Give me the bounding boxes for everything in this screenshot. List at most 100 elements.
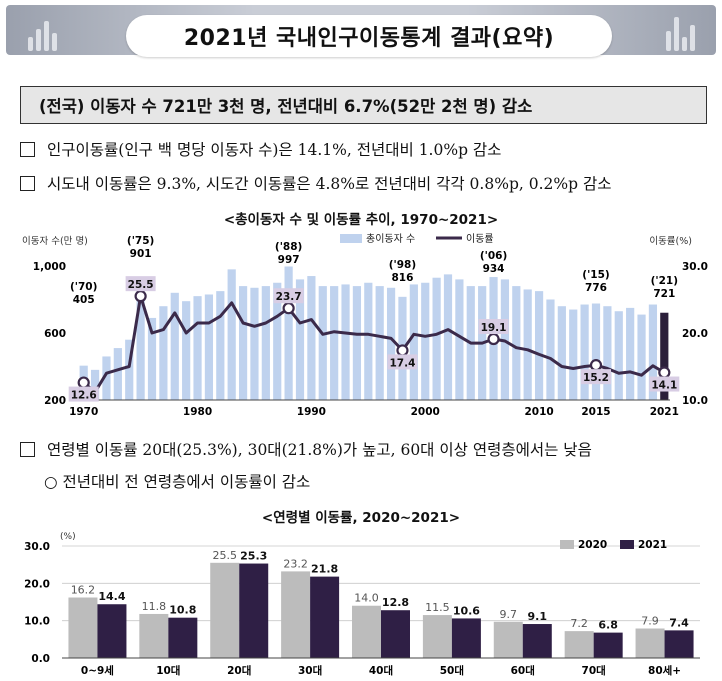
legend-swatch: [560, 540, 574, 549]
movers-bar: [170, 292, 179, 400]
x-tick-label: 1980: [183, 406, 212, 418]
movers-bar: [238, 286, 248, 400]
age-bar-value: 11.8: [142, 600, 167, 613]
legend-bar-swatch: [340, 234, 362, 243]
age-bar-value: 10.6: [453, 604, 480, 617]
x-tick-label: 1990: [297, 406, 326, 418]
movers-bar: [569, 309, 578, 400]
y-left-axis-label: 이동자 수(만 명): [22, 236, 88, 247]
rate-value-label: 23.7: [276, 291, 302, 303]
age-bar-value: 7.2: [570, 617, 588, 630]
rate-label-bg: [68, 386, 99, 402]
movers-bar: [341, 284, 350, 400]
y-left-tick-label: 200: [44, 395, 66, 407]
movers-bar: [295, 279, 305, 400]
age-bar-value: 10.8: [169, 604, 196, 617]
age-bar: [310, 576, 340, 658]
y-right-tick-label: 30.0: [682, 261, 708, 273]
rate-marker: [487, 332, 500, 346]
rate-marker: [282, 302, 295, 315]
bullet-age-rate: 연령별 이동률 20대(25.3%), 30대(21.8%)가 높고, 60대 …: [20, 438, 592, 460]
annotation-year-label: ('15): [582, 269, 609, 281]
age-bar: [522, 624, 552, 658]
x-tick-label: 2000: [411, 406, 440, 418]
rate-line: [82, 294, 666, 394]
movers-bar: [227, 269, 236, 400]
annotation-movers-label: 405: [73, 294, 95, 306]
annotation-movers-label: 721: [653, 288, 675, 300]
movers-bar: [284, 266, 293, 400]
age-bar: [139, 613, 169, 658]
movers-bar: [90, 369, 100, 400]
movers-bar: [216, 291, 225, 400]
movers-bar: [352, 286, 362, 400]
rate-value-label: 19.1: [481, 322, 507, 334]
movers-bar: [273, 282, 282, 400]
movers-bar: [637, 314, 646, 400]
age-bar-value: 14.0: [354, 592, 379, 605]
rate-value-label: 14.1: [651, 380, 677, 392]
y-tick-label: 10.0: [24, 616, 50, 628]
annotation-year-label: ('06): [480, 250, 507, 262]
rate-label-bg: [125, 276, 156, 292]
x-category-label: 70대: [582, 664, 606, 677]
x-tick-label: 2010: [524, 406, 553, 418]
age-bar-value: 7.4: [669, 616, 689, 629]
age-bar: [68, 597, 98, 658]
movers-bar: [193, 296, 202, 400]
y-right-tick-label: 20.0: [682, 328, 708, 340]
movers-bar: [375, 286, 384, 400]
rate-marker: [134, 290, 147, 303]
x-category-label: 60대: [511, 664, 535, 677]
age-bar: [352, 605, 381, 658]
movers-bar: [580, 304, 589, 400]
movers-bar: [102, 356, 111, 400]
trend-chart: 이동자 수(만 명) 이동률(%) 총이동자 수 이동률 1,000 600 200 30.0…: [22, 233, 708, 418]
legend-label: 2021: [638, 539, 667, 551]
movers-bar: [261, 286, 270, 400]
legend-line-label: 이동률: [466, 233, 494, 245]
annotation-movers-label: 901: [130, 248, 152, 260]
x-tick-label: 2015: [581, 406, 610, 418]
movers-bar: [421, 282, 430, 400]
movers-bar: [364, 282, 373, 400]
annotation-movers-label: 816: [392, 272, 414, 284]
movers-bar: [614, 311, 623, 400]
movers-bar: [147, 317, 157, 400]
x-category-label: 0~9세: [81, 664, 114, 677]
age-chart-title: <연령별 이동률, 2020~2021>: [261, 510, 461, 526]
movers-bar: [603, 306, 612, 400]
x-tick-label: 2021: [650, 406, 679, 418]
title-banner: 2021년 국내인구이동통계 결과(요약): [6, 5, 716, 57]
x-category-label: 10대: [156, 664, 180, 677]
age-bar-value: 11.5: [425, 601, 450, 614]
age-bar-value: 25.5: [212, 549, 237, 562]
y-tick-label: 30.0: [24, 541, 50, 553]
age-bar: [168, 617, 198, 658]
checkbox-bullet-icon: [20, 175, 35, 191]
age-bar: [281, 571, 311, 658]
movers-bar: [330, 286, 339, 400]
age-bar-value: 21.8: [311, 563, 338, 576]
x-category-label: 80세+: [648, 664, 681, 677]
movers-bar: [534, 291, 544, 400]
y-tick-label: 20.0: [24, 578, 50, 590]
movers-bar: [546, 299, 555, 400]
headline-summary: (전국) 이동자 수 721만 3천 명, 전년대비 6.7%(52만 2천 명…: [20, 86, 707, 124]
age-bar: [664, 630, 694, 658]
y-left-tick-label: 600: [44, 328, 66, 340]
movers-bar: [432, 277, 441, 400]
rate-marker: [77, 376, 90, 389]
movers-bar: [159, 306, 168, 400]
x-category-label: 50대: [440, 664, 464, 677]
movers-bar: [409, 284, 418, 400]
x-category-label: 40대: [369, 664, 393, 677]
age-bar: [564, 631, 594, 658]
movers-bar: [204, 294, 214, 400]
rate-value-label: 15.2: [583, 372, 609, 384]
age-bar: [422, 615, 452, 658]
age-bar: [493, 621, 523, 658]
annotation-year-label: ('70): [70, 281, 97, 293]
bullet-text: 시도내 이동률은 9.3%, 시도간 이동률은 4.8%로 전년대비 각각 0.…: [47, 175, 612, 193]
x-category-label: 20대: [227, 664, 251, 677]
